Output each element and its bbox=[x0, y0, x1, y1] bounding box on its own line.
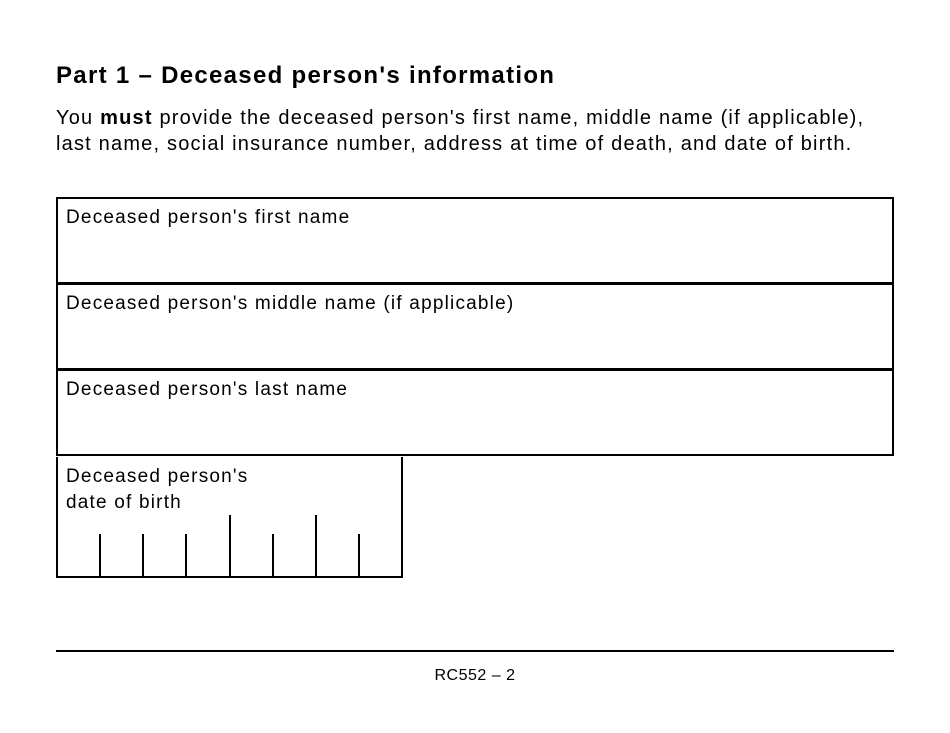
last-name-field[interactable]: Deceased person's last name bbox=[56, 369, 894, 456]
date-of-birth-label-line2: date of birth bbox=[66, 492, 182, 513]
date-of-birth-label-line1: Deceased person's bbox=[66, 466, 249, 487]
first-name-field[interactable]: Deceased person's first name bbox=[56, 197, 894, 284]
last-name-label: Deceased person's last name bbox=[66, 379, 349, 400]
footer-rule bbox=[56, 650, 894, 652]
page-footer: RC552 – 2 bbox=[434, 667, 516, 684]
comb-divider bbox=[142, 534, 144, 576]
date-of-birth-label: Deceased person's date of birth bbox=[66, 464, 248, 516]
date-of-birth-field[interactable]: Deceased person's date of birth bbox=[56, 457, 403, 578]
intro-text-rest: provide the deceased person's first name… bbox=[56, 107, 865, 155]
first-name-label: Deceased person's first name bbox=[66, 207, 351, 228]
middle-name-field[interactable]: Deceased person's middle name (if applic… bbox=[56, 283, 894, 370]
comb-divider-major bbox=[315, 515, 317, 576]
middle-name-label: Deceased person's middle name (if applic… bbox=[66, 293, 515, 314]
comb-divider bbox=[99, 534, 101, 576]
comb-divider-major bbox=[229, 515, 231, 576]
comb-divider bbox=[272, 534, 274, 576]
intro-emphasis: must bbox=[100, 107, 153, 129]
comb-divider bbox=[358, 534, 360, 576]
intro-text: You bbox=[56, 107, 101, 129]
comb-divider bbox=[185, 534, 187, 576]
instructions: You must provide the deceased person's f… bbox=[56, 105, 876, 157]
section-title: Part 1 – Deceased person's information bbox=[56, 62, 556, 89]
